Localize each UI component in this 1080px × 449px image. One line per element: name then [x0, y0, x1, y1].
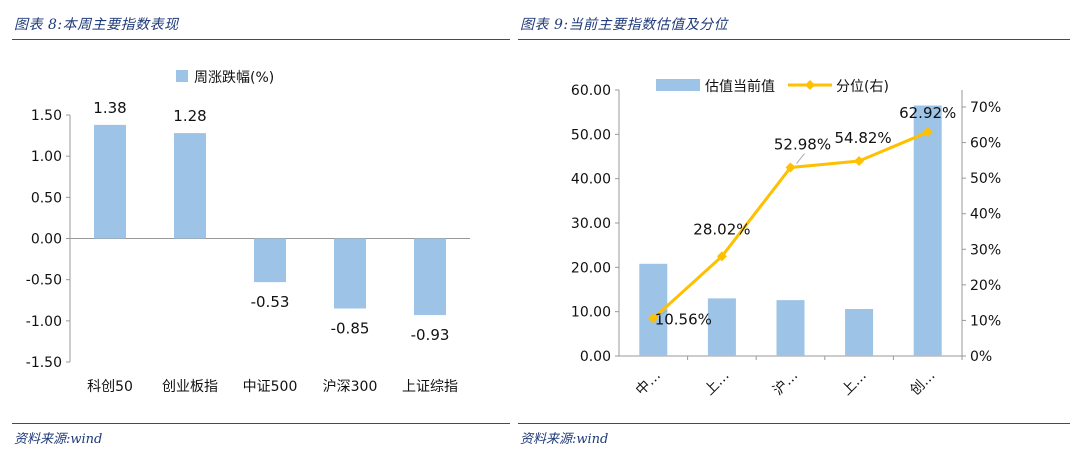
right-y-tick-label: 0%	[970, 349, 992, 365]
bar	[776, 300, 805, 356]
percentile-marker	[648, 313, 659, 324]
bar	[913, 105, 942, 357]
valuation-percentile-chart: 60.00 50.00 40.00 30.00 20.00 10.00 0.00 70% 60%…	[571, 78, 1001, 399]
right-figure-panel: 图表 9:当前主要指数估值及分位 60.00 50.00 40.00 30.00 20.…	[514, 0, 1080, 449]
x-category-label: 上…	[702, 368, 733, 399]
legend-swatch	[176, 70, 188, 82]
right-y-tick-label: 40%	[970, 207, 1001, 223]
right-y-tick-label: 30%	[970, 242, 1001, 258]
percentile-marker	[922, 127, 933, 138]
bar-value-label: 1.38	[93, 99, 126, 117]
weekly-index-performance-chart: 1.50 1.00 0.50 0.00 -0.50 -1.00 -1.50 1.38 科创50 1…	[26, 70, 470, 395]
bar	[845, 309, 874, 356]
left-y-tick-label: 50.00	[571, 127, 611, 143]
source-rule	[12, 423, 510, 424]
legend-swatch-bar	[656, 79, 700, 91]
percentile-marker	[854, 155, 865, 166]
bar	[334, 238, 366, 309]
x-category-label: 中…	[633, 368, 664, 399]
line-value-label: 10.56%	[655, 310, 712, 328]
x-category-label: 中证500	[243, 379, 298, 395]
bar-value-label: -0.53	[251, 293, 290, 311]
figure-title: 图表 9:当前主要指数估值及分位	[520, 17, 729, 33]
percentile-marker	[716, 251, 727, 262]
right-y-tick-label: 60%	[970, 136, 1001, 152]
left-y-tick-label: 60.00	[571, 83, 611, 99]
x-category-label: 上…	[839, 368, 870, 399]
right-y-tick-label: 10%	[970, 313, 1001, 329]
x-category-label: 沪深300	[323, 379, 378, 395]
bar	[174, 133, 206, 239]
left-figure-panel: 图表 8:本周主要指数表现 1.50 1.00 0.50 0.00 -0.50 -1.00…	[0, 0, 536, 449]
bar	[254, 238, 286, 283]
source-note: 资料来源:wind	[14, 432, 103, 447]
line-value-label: 28.02%	[693, 220, 750, 238]
y-tick-label: 0.50	[31, 190, 62, 206]
y-tick-label: -1.00	[26, 314, 62, 330]
bar	[94, 124, 126, 239]
x-category-label: 创…	[907, 368, 938, 399]
bar-value-label: -0.93	[411, 326, 450, 344]
y-tick-label: 0.00	[31, 232, 62, 248]
left-y-tick-label: 40.00	[571, 172, 611, 188]
source-rule	[518, 423, 1070, 424]
bar	[707, 298, 736, 356]
x-category-label: 创业板指	[162, 379, 218, 395]
left-y-tick-label: 20.00	[571, 260, 611, 276]
legend-swatch-marker	[805, 80, 815, 90]
line-value-label: 52.98%	[774, 136, 831, 154]
y-tick-label: -1.50	[26, 355, 62, 371]
legend-label-line: 分位(右)	[836, 79, 889, 95]
y-tick-label: 1.50	[31, 108, 62, 124]
x-category-label: 上证综指	[402, 379, 458, 395]
y-tick-label: -0.50	[26, 273, 62, 289]
source-note: 资料来源:wind	[520, 432, 609, 447]
x-category-label: 科创50	[87, 379, 133, 395]
label-leader-line	[659, 310, 668, 316]
left-y-tick-label: 10.00	[571, 305, 611, 321]
percentile-marker	[785, 162, 796, 173]
legend-label-bar: 估值当前值	[705, 78, 775, 95]
line-value-label: 54.82%	[834, 129, 891, 147]
title-rule	[12, 39, 510, 40]
label-leader-line	[796, 153, 805, 164]
bar-value-label: -0.85	[331, 319, 370, 337]
figure-title: 图表 8:本周主要指数表现	[14, 17, 179, 33]
bar-value-label: 1.28	[173, 107, 206, 125]
x-category-label: 沪…	[770, 368, 801, 399]
left-y-tick-label: 0.00	[580, 349, 611, 365]
right-y-tick-label: 20%	[970, 278, 1001, 294]
y-tick-label: 1.00	[31, 149, 62, 165]
right-y-tick-label: 70%	[970, 100, 1001, 116]
left-y-tick-label: 30.00	[571, 216, 611, 232]
title-rule	[518, 39, 1070, 40]
legend-label: 周涨跌幅(%)	[194, 70, 274, 86]
right-y-tick-label: 50%	[970, 171, 1001, 187]
bar	[414, 238, 446, 316]
line-value-label: 62.92%	[899, 104, 956, 122]
